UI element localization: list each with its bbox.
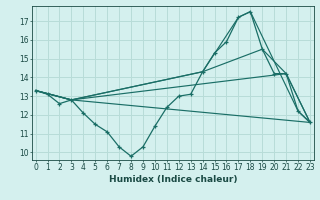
X-axis label: Humidex (Indice chaleur): Humidex (Indice chaleur) [108,175,237,184]
